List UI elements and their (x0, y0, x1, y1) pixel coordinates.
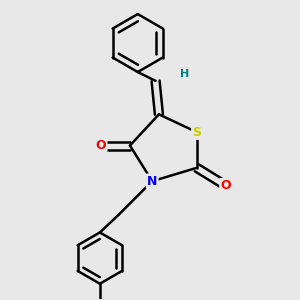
Text: O: O (220, 179, 231, 192)
Text: S: S (192, 126, 201, 139)
Text: H: H (180, 69, 189, 79)
Text: O: O (96, 139, 106, 152)
Text: N: N (147, 175, 158, 188)
